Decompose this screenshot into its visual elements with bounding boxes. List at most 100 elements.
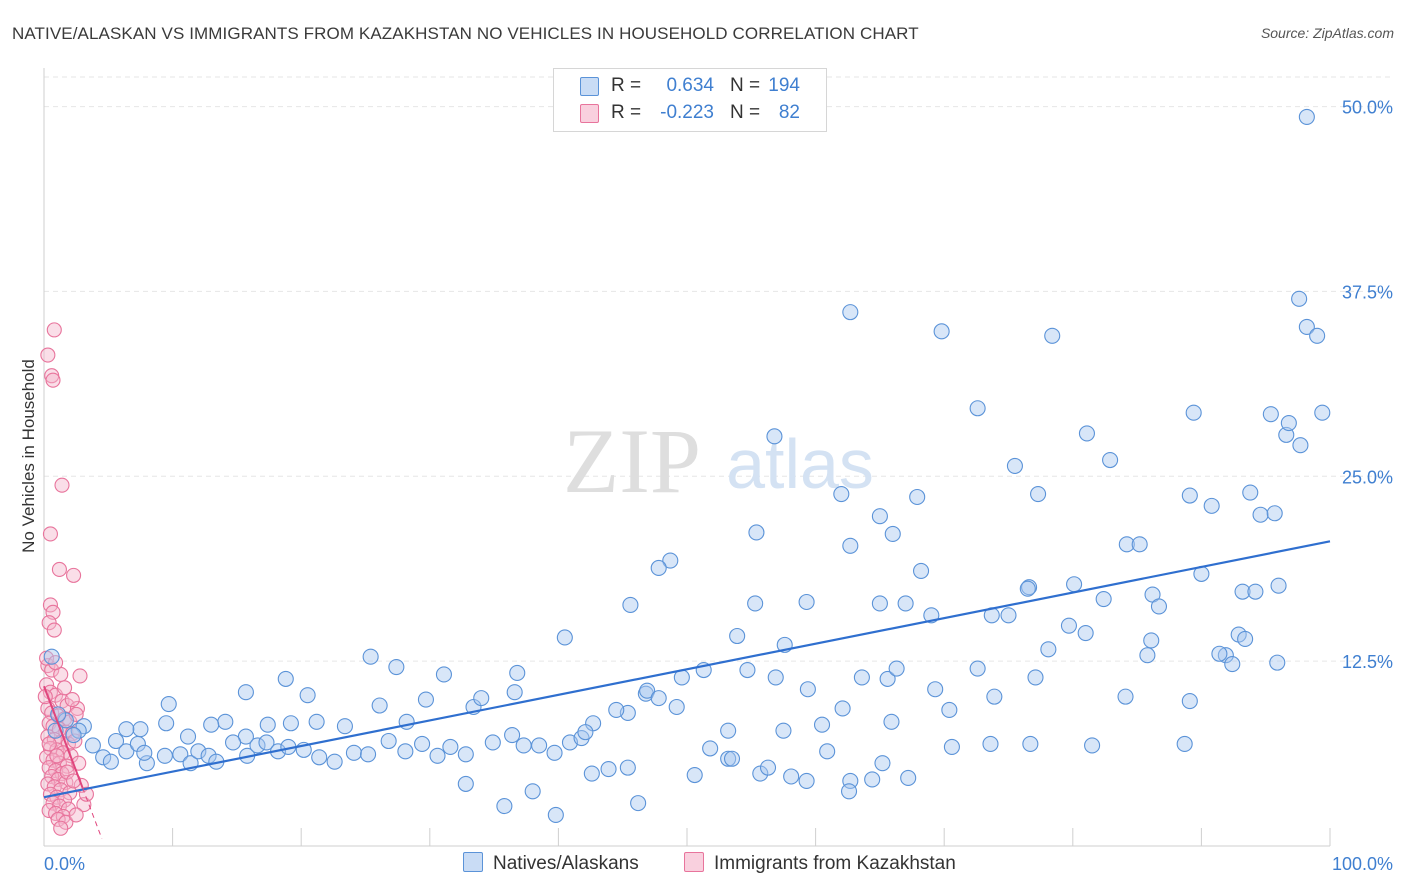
data-point-natives <box>1270 577 1287 594</box>
data-point-natives <box>1102 451 1119 469</box>
data-point-kazakhstan <box>49 748 65 764</box>
data-point-natives <box>840 783 858 800</box>
data-point-natives <box>308 713 325 730</box>
data-point-natives <box>1211 645 1228 662</box>
data-point-kazakhstan <box>46 322 62 338</box>
data-point-natives <box>442 738 459 755</box>
data-point-natives <box>102 753 119 770</box>
data-point-natives <box>1280 414 1297 432</box>
data-point-natives <box>729 627 746 645</box>
data-point-natives <box>172 746 189 763</box>
data-point-natives <box>132 721 149 738</box>
data-point-natives <box>249 737 266 754</box>
data-point-natives <box>1117 688 1134 705</box>
legend-n-label: N = <box>730 75 761 96</box>
data-point-natives <box>775 722 792 739</box>
bottom-legend-natives: Natives/Alaskans <box>463 852 639 875</box>
data-point-natives <box>277 670 294 687</box>
data-point-kazakhstan <box>42 526 58 542</box>
bottom-legend-label-natives: Natives/Alaskans <box>493 853 639 874</box>
data-point-natives <box>1247 583 1264 600</box>
tick-labels: 12.5% 25.0% 37.5% 50.0% 0.0% 100.0% <box>44 98 1393 874</box>
data-point-natives <box>531 737 548 754</box>
data-point-natives <box>190 743 207 760</box>
data-point-natives <box>547 806 564 823</box>
data-point-natives <box>1006 457 1023 474</box>
data-point-natives <box>1298 108 1315 125</box>
data-point-kazakhstan <box>54 477 70 493</box>
data-point-natives <box>747 595 764 612</box>
data-point-natives <box>70 722 87 739</box>
data-point-natives <box>969 660 986 677</box>
data-point-natives <box>1030 485 1047 503</box>
data-point-natives <box>1040 641 1057 658</box>
data-point-natives <box>546 744 563 761</box>
correlation-legend: R = 0.634 N = 194 R = -0.223 N = 82 <box>553 68 827 132</box>
data-point-natives <box>833 485 850 503</box>
data-point-natives <box>608 701 625 718</box>
data-point-natives <box>1242 484 1259 501</box>
data-point-natives <box>1314 404 1331 421</box>
data-point-natives <box>397 743 414 760</box>
y-axis-label: No Vehicles in Household <box>19 359 38 553</box>
data-point-natives <box>702 740 719 757</box>
data-point-kazakhstan <box>67 733 83 749</box>
data-point-natives <box>84 737 101 754</box>
data-point-natives <box>686 766 703 784</box>
data-point-natives <box>897 595 914 612</box>
data-point-natives <box>224 734 242 751</box>
data-point-natives <box>1118 536 1135 553</box>
data-point-natives <box>43 648 60 665</box>
data-point-natives <box>1224 656 1241 673</box>
data-point-kazakhstan <box>41 736 57 752</box>
data-point-natives <box>864 771 881 788</box>
data-point-natives <box>435 666 452 683</box>
data-point-natives <box>1084 737 1101 754</box>
data-point-natives <box>1309 327 1326 344</box>
y-tick-label: 12.5% <box>1342 652 1393 672</box>
data-point-natives <box>1139 647 1156 664</box>
data-point-natives <box>129 735 146 753</box>
data-point-kazakhstan <box>40 347 56 363</box>
data-point-natives <box>107 732 125 750</box>
y-tick-label: 50.0% <box>1342 98 1393 118</box>
watermark: ZIP atlas <box>563 410 874 512</box>
data-point-natives <box>720 750 737 767</box>
data-point-natives <box>95 749 112 766</box>
data-point-kazakhstan <box>64 692 80 708</box>
data-point-natives <box>1077 624 1094 642</box>
data-point-kazakhstan <box>46 622 62 638</box>
data-point-natives <box>819 743 836 760</box>
bottom-swatch-natives <box>463 852 483 872</box>
data-point-kazakhstan <box>57 680 73 696</box>
data-point-natives <box>842 304 859 321</box>
data-point-kazakhstan <box>53 820 69 836</box>
data-point-natives <box>1252 506 1269 523</box>
trend-line-kazakhstan <box>43 685 84 789</box>
data-point-natives <box>524 783 541 800</box>
data-point-natives <box>583 765 600 782</box>
data-point-natives <box>1269 654 1286 671</box>
data-point-natives <box>429 747 446 764</box>
data-point-natives <box>484 734 501 751</box>
data-point-natives <box>639 682 656 699</box>
data-point-natives <box>1027 669 1044 686</box>
data-point-natives <box>766 428 783 445</box>
data-point-natives <box>1181 487 1198 504</box>
data-point-natives <box>798 772 815 789</box>
data-point-natives <box>909 488 926 506</box>
data-point-natives <box>326 753 343 770</box>
source-credit: Source: ZipAtlas.com <box>1260 25 1394 41</box>
data-point-natives <box>1278 426 1295 443</box>
data-point-natives <box>457 746 474 763</box>
data-point-natives <box>1292 437 1309 454</box>
data-point-natives <box>138 755 155 772</box>
data-point-natives <box>759 759 777 776</box>
legend-row-natives: R = 0.634 N = 194 <box>554 73 826 99</box>
data-point-natives <box>496 798 513 815</box>
x-tick-label: 0.0% <box>44 854 85 874</box>
data-point-natives <box>259 716 276 733</box>
data-point-natives <box>360 746 377 763</box>
data-point-natives <box>156 747 173 764</box>
